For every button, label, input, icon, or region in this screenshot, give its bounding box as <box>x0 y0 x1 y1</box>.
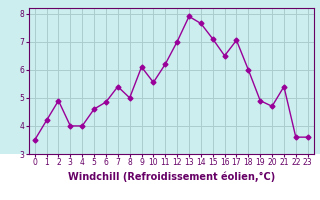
X-axis label: Windchill (Refroidissement éolien,°C): Windchill (Refroidissement éolien,°C) <box>68 171 275 182</box>
